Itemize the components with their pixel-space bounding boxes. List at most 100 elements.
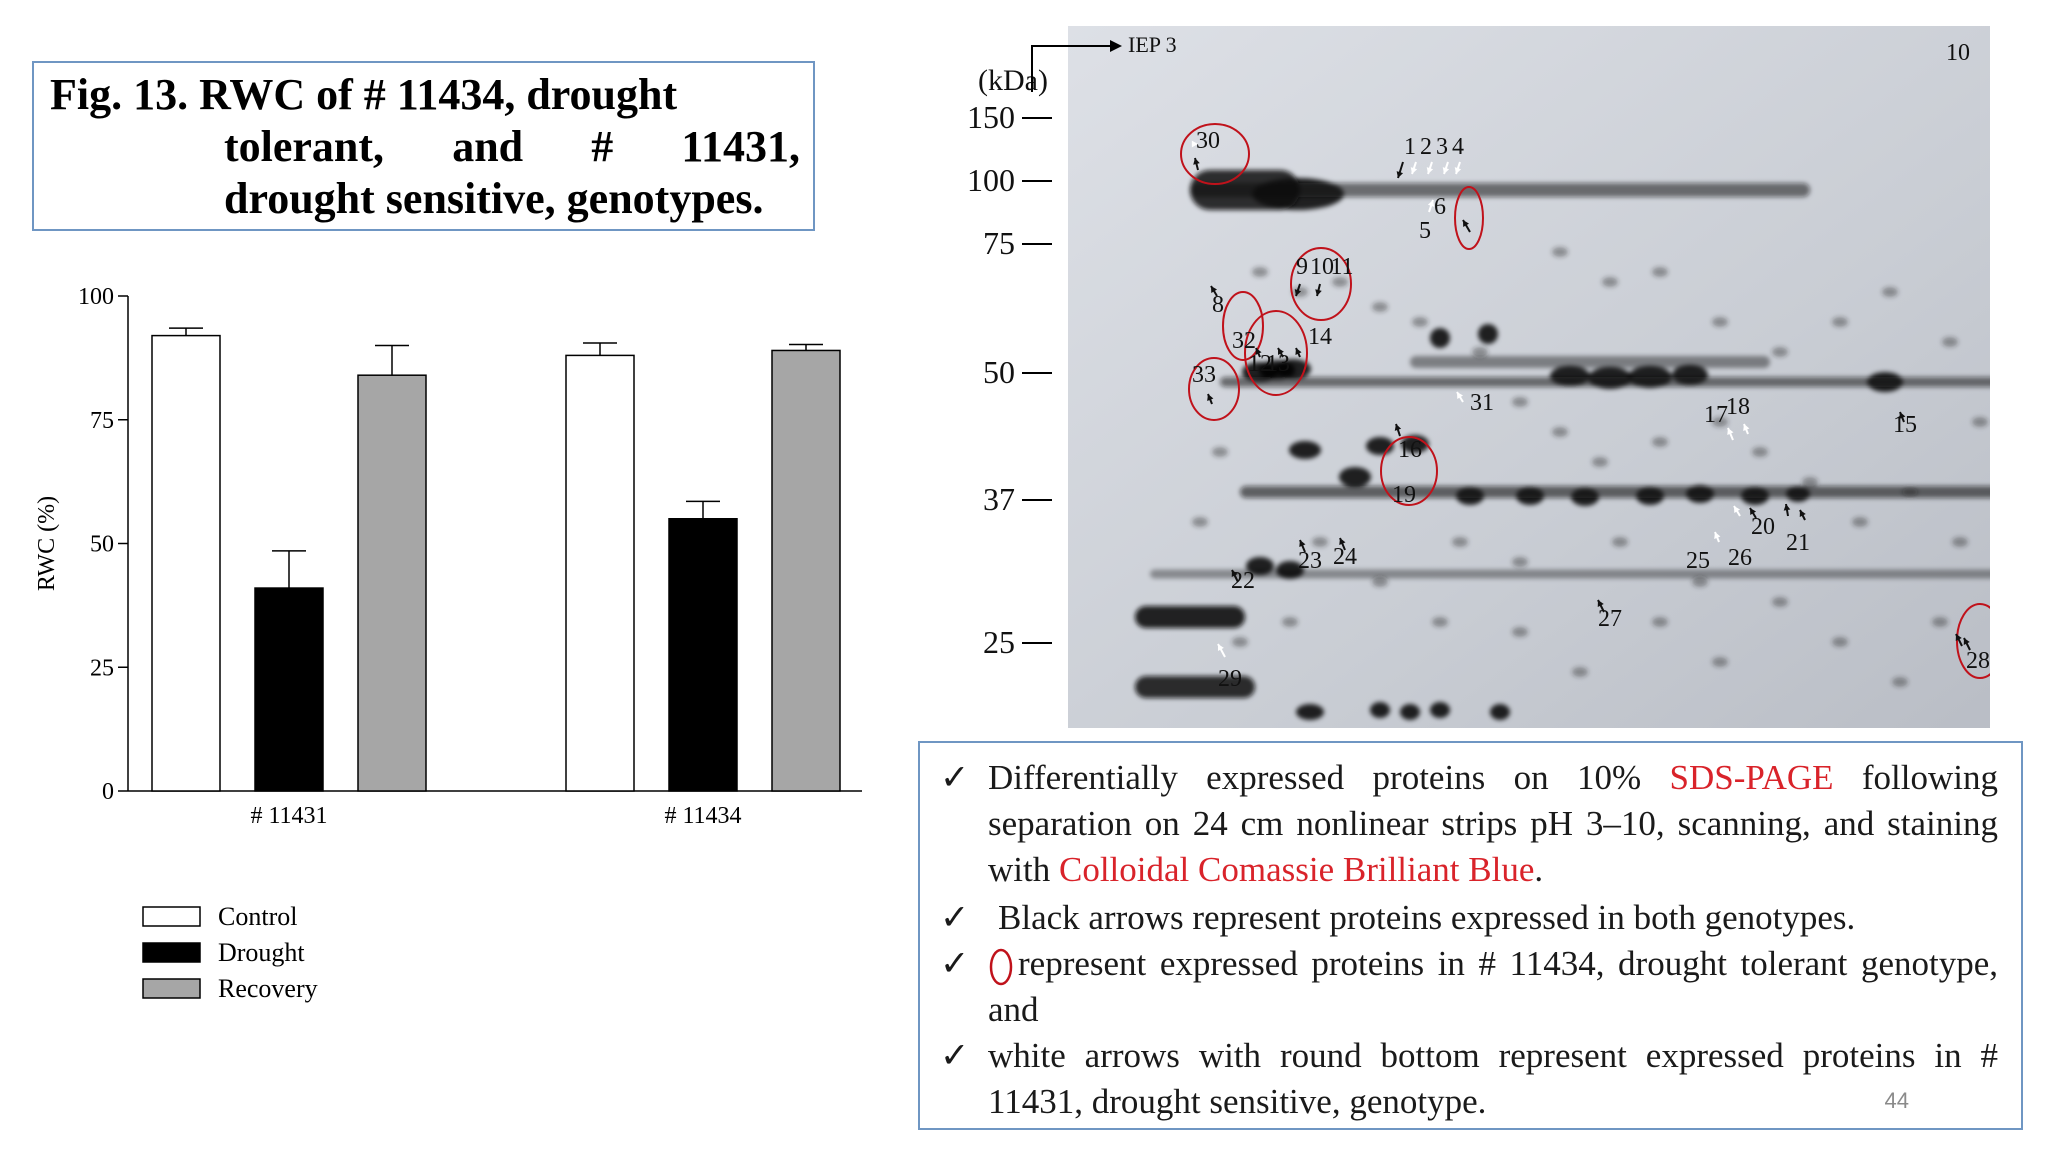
mw-unit-label: (kDa) (978, 64, 1048, 97)
protein-spot (1430, 702, 1450, 718)
faint-spot (1192, 517, 1208, 527)
faint-spot (1712, 317, 1728, 327)
arrow-head (1299, 540, 1306, 547)
spot-label: 9 (1296, 254, 1308, 280)
corner-label: 10 (1946, 40, 1970, 66)
y-tick-label: 75 (90, 408, 114, 434)
faint-spot (1772, 597, 1788, 607)
faint-spot (1332, 277, 1348, 287)
y-tick-label: 50 (90, 532, 114, 558)
protein-spot (1490, 704, 1510, 720)
spot-label: 32 (1232, 328, 1256, 354)
faint-spot (1902, 487, 1918, 497)
rwc-bar-chart: 0 25 50 75 100 RWC (%) # 11431 # 11434 Control Dr… (0, 270, 880, 1110)
faint-spot (1972, 417, 1988, 427)
arrow-head (1597, 600, 1604, 607)
protein-spot (1571, 488, 1599, 506)
protein-spot (1296, 704, 1324, 720)
spot-label: 23 (1298, 548, 1322, 574)
protein-spot (1686, 485, 1714, 503)
red-circle-icon (989, 948, 1013, 986)
bar-control (151, 334, 221, 792)
spot-label: 15 (1893, 412, 1917, 438)
rwc-chart-svg: 0 25 50 75 100 RWC (%) # 11431 # 11434 Control Dr… (34, 284, 862, 1003)
protein-band (1190, 183, 1810, 197)
arrow-head (1278, 348, 1284, 355)
spot-label: 6 (1434, 194, 1446, 220)
spot-label: 21 (1786, 530, 1810, 556)
spot-label: 11 (1330, 254, 1353, 280)
faint-spot (1942, 337, 1958, 347)
spot-label: 27 (1598, 606, 1622, 632)
spot-label: 28 (1966, 648, 1990, 674)
faint-spot (1312, 537, 1328, 547)
protein-spot (1401, 435, 1429, 453)
faint-spot (1892, 677, 1908, 687)
protein-spot (1456, 487, 1484, 505)
faint-spot (1472, 347, 1488, 357)
arrow-head (1315, 289, 1322, 296)
mw-label: 150 (967, 99, 1015, 135)
protein-spot (1628, 366, 1672, 388)
highlight-circle (1380, 436, 1438, 506)
mw-label: 50 (983, 354, 1015, 390)
arrow-head (1463, 220, 1469, 227)
protein-spot (1741, 487, 1769, 505)
legend-swatch (142, 978, 201, 999)
protein-spot (1276, 561, 1304, 579)
arrow-head (1743, 424, 1750, 431)
y-tick-label: 100 (78, 284, 114, 310)
arrow-head (1442, 167, 1450, 174)
spot-label: 17 (1704, 402, 1728, 428)
protein-band (1410, 356, 1770, 368)
arrow-head (1963, 638, 1970, 645)
faint-spot (1432, 617, 1448, 627)
category-label: # 11431 (250, 803, 327, 829)
mw-label: 37 (983, 481, 1015, 517)
arrow-head (1231, 570, 1238, 577)
faint-spot (1602, 277, 1618, 287)
note-highlight: SDS-PAGE (1669, 758, 1834, 797)
faint-spot (1552, 247, 1568, 257)
spot-label: 29 (1218, 666, 1242, 692)
spot-label: 2 (1420, 134, 1432, 160)
note-item: ✓ Differentially expressed proteins on 1… (940, 755, 2000, 895)
checkmark-icon: ✓ (940, 944, 970, 983)
protein-spot (1516, 487, 1544, 505)
note-item: ✓ represent expressed proteins in # 1143… (940, 941, 2000, 1033)
checkmark-icon: ✓ (940, 758, 970, 797)
spot-label: 19 (1392, 482, 1416, 508)
note-text-part: Differentially expressed proteins on 10% (988, 758, 1670, 797)
arrow-head (1394, 424, 1402, 431)
arrow-head (1191, 140, 1198, 148)
faint-spot (1512, 557, 1528, 567)
note-text-part: following separation on 24 cm nonlinear … (988, 758, 1998, 889)
faint-spot (1372, 577, 1388, 587)
iep-arrow-line (1031, 45, 1110, 92)
y-tick-label: 25 (90, 655, 114, 681)
iep-arrow-head (1110, 40, 1122, 52)
spot-label: 8 (1212, 292, 1224, 318)
gel-spots (1135, 170, 2048, 720)
arrow-head (1426, 167, 1434, 174)
spot-label: 20 (1751, 514, 1775, 540)
faint-spot (1512, 397, 1528, 407)
note-text: white arrows with round bottom represent… (988, 1036, 1998, 1121)
protein-spot (1867, 372, 1903, 392)
highlight-circle (1188, 357, 1240, 421)
highlight-circle (1454, 186, 1484, 250)
faint-spot (1412, 317, 1428, 327)
arrow-head (1727, 428, 1734, 435)
figure-title-line2: tolerant, and # 11431, (224, 121, 800, 172)
arrow-head (1454, 167, 1462, 174)
legend-label: Control (218, 902, 297, 931)
bar-recovery (771, 349, 841, 792)
figure-title-line1: Fig. 13. RWC of # 11434, drought (50, 70, 678, 119)
note-item: ✓ white arrows with round bottom represe… (940, 1033, 2000, 1125)
legend-swatch (142, 942, 201, 963)
arrow-head (1217, 644, 1224, 651)
faint-spot (1612, 537, 1628, 547)
protein-spot (1370, 702, 1390, 718)
faint-spot (1282, 617, 1298, 627)
